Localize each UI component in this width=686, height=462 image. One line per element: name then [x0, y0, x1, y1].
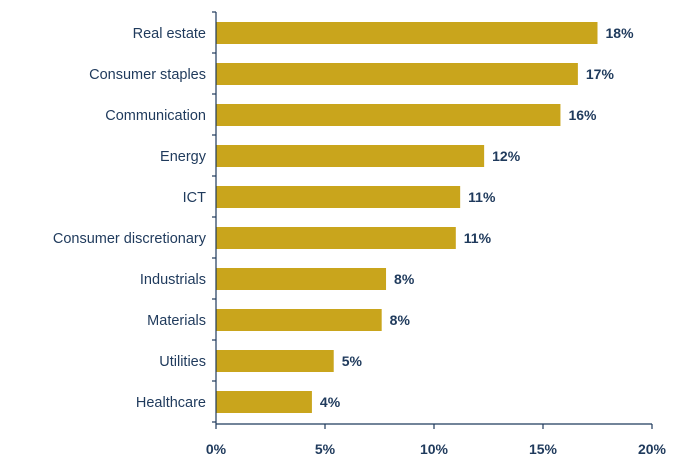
category-label-real-estate: Real estate: [133, 26, 206, 42]
value-label-real-estate: 18%: [606, 25, 635, 41]
x-tick-label: 10%: [420, 441, 449, 457]
bar-industrials: [216, 268, 387, 290]
value-label-consumer-discretionary: 11%: [464, 230, 492, 246]
x-ticks-group: 0% 5% 10% 15% 20%: [206, 424, 667, 457]
value-label-industrials: 8%: [394, 271, 415, 287]
bar-materials: [216, 309, 382, 331]
x-tick-label: 5%: [315, 441, 336, 457]
value-label-communication: 16%: [568, 107, 597, 123]
x-tick-label: 20%: [638, 441, 667, 457]
value-label-utilities: 5%: [342, 353, 363, 369]
bar-utilities: [216, 350, 334, 372]
category-label-communication: Communication: [105, 108, 206, 124]
value-label-energy: 12%: [492, 148, 521, 164]
bar-communication: [216, 104, 561, 126]
category-label-materials: Materials: [147, 313, 206, 329]
category-label-utilities: Utilities: [159, 354, 206, 370]
x-tick-label: 0%: [206, 441, 227, 457]
value-labels-group: 18% 17% 16% 12% 11% 11% 8% 8% 5% 4%: [320, 25, 634, 410]
x-tick-label: 15%: [529, 441, 558, 457]
category-label-healthcare: Healthcare: [136, 395, 206, 411]
bar-ict: [216, 186, 461, 208]
category-labels-group: Real estate Consumer staples Communication…: [53, 26, 207, 411]
bar-consumer-staples: [216, 63, 578, 85]
category-label-industrials: Industrials: [140, 272, 206, 288]
category-label-consumer-staples: Consumer staples: [89, 67, 206, 83]
value-label-ict: 11%: [468, 189, 496, 205]
category-label-consumer-discretionary: Consumer discretionary: [53, 231, 207, 247]
category-label-ict: ICT: [183, 190, 207, 206]
value-label-materials: 8%: [390, 312, 411, 328]
bars-group: [216, 22, 598, 413]
value-label-consumer-staples: 17%: [586, 66, 615, 82]
bar-healthcare: [216, 391, 312, 413]
bar-consumer-discretionary: [216, 227, 456, 249]
value-label-healthcare: 4%: [320, 394, 341, 410]
bar-energy: [216, 145, 485, 167]
category-label-energy: Energy: [160, 149, 207, 165]
bar-real-estate: [216, 22, 598, 44]
